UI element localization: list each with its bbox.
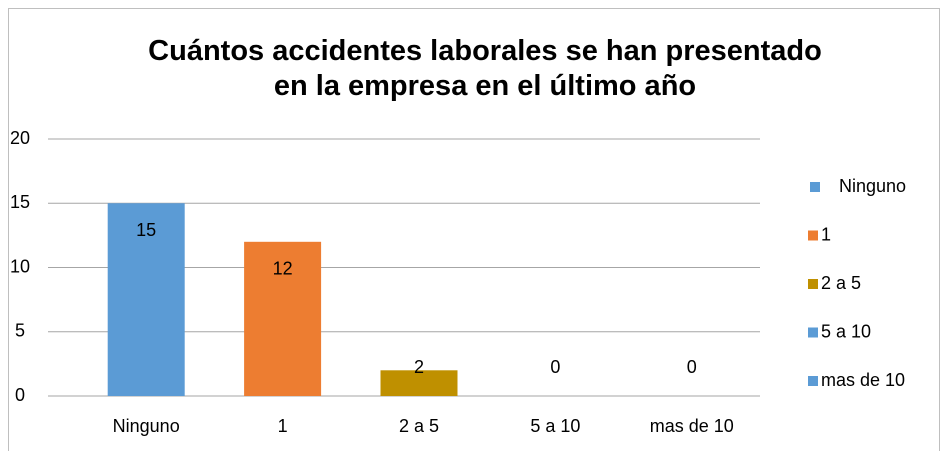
data-label: 12 bbox=[273, 259, 293, 279]
chart-title: Cuántos accidentes laborales se han pres… bbox=[148, 35, 822, 102]
legend-swatch bbox=[808, 230, 818, 241]
bar bbox=[244, 241, 322, 396]
x-tick-label: mas de 10 bbox=[650, 416, 734, 436]
legend-label: 1 bbox=[821, 224, 831, 244]
legend-label: mas de 10 bbox=[821, 370, 905, 390]
y-tick-label: 10 bbox=[10, 256, 30, 276]
x-tick-label: 2 a 5 bbox=[399, 416, 439, 436]
legend-label: 2 a 5 bbox=[821, 273, 861, 293]
y-tick-label: 5 bbox=[15, 321, 25, 341]
legend-swatch bbox=[808, 376, 818, 386]
data-label: 2 bbox=[414, 357, 424, 377]
chart-border bbox=[8, 8, 940, 451]
bar bbox=[380, 370, 458, 396]
data-label: 0 bbox=[687, 357, 697, 377]
y-tick-label: 0 bbox=[15, 385, 25, 405]
x-tick-label: Ninguno bbox=[113, 416, 180, 436]
x-tick-label: 1 bbox=[278, 416, 288, 436]
legend-swatch bbox=[808, 327, 818, 338]
legend-swatch bbox=[808, 279, 818, 289]
y-tick-label: 20 bbox=[10, 128, 30, 148]
data-label: 0 bbox=[550, 357, 560, 377]
legend-label: Ninguno bbox=[839, 176, 906, 196]
legend-swatch bbox=[810, 182, 820, 192]
data-label: 15 bbox=[136, 220, 156, 240]
y-tick-label: 15 bbox=[10, 192, 30, 212]
bar bbox=[107, 203, 185, 396]
x-tick-label: 5 a 10 bbox=[530, 416, 580, 436]
legend-label: 5 a 10 bbox=[821, 321, 871, 341]
